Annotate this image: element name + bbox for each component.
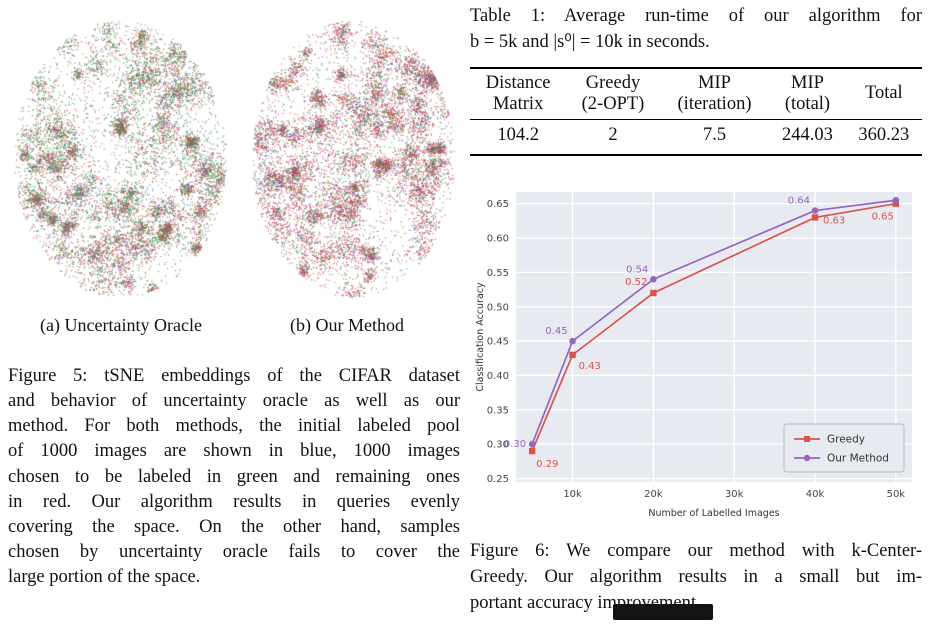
svg-text:0.35: 0.35 <box>487 406 509 417</box>
table-header-cell: MIP (iteration) <box>659 67 770 121</box>
caption-line: Table 1: Average run-time of our algorit… <box>470 6 922 26</box>
svg-text:0.60: 0.60 <box>487 234 509 245</box>
figure6-chart: 10k 20k 30k 40k 50k 0.25 0.30 0.35 0.40 0.45 0.50 0… <box>470 184 922 527</box>
table-header-cell: Total <box>845 67 922 121</box>
table-header-cell: Greedy (2-OPT) <box>566 67 660 121</box>
figure5-caption: Figure 5: tSNE embeddings of the CIFAR d… <box>8 364 460 590</box>
svg-text:0.45: 0.45 <box>545 327 567 338</box>
caption-line: method. For both methods, the initial la… <box>8 416 460 437</box>
svg-text:0.25: 0.25 <box>487 475 509 486</box>
subcaption-b: (b) Our Method <box>290 315 404 335</box>
svg-text:10k: 10k <box>563 489 582 500</box>
caption-line: of 1000 images are shown in blue, 1000 i… <box>8 441 460 462</box>
caption-line: Figure 6: We compare our method with k-C… <box>470 541 922 562</box>
table-header-cell: MIP (total) <box>769 67 846 121</box>
svg-text:50k: 50k <box>887 489 906 500</box>
table1-caption: Table 1: Average run-time of our algorit… <box>470 4 922 55</box>
left-column: (a) Uncertainty Oracle (b) Our Method Fi… <box>8 8 460 590</box>
svg-text:0.65: 0.65 <box>872 212 894 223</box>
svg-text:0.45: 0.45 <box>487 337 509 348</box>
caption-line: chosen to be labeled in green and remain… <box>8 466 460 487</box>
svg-text:0.65: 0.65 <box>487 200 509 211</box>
svg-text:0.29: 0.29 <box>536 460 558 471</box>
caption-line: Figure 5: tSNE embeddings of the CIFAR d… <box>8 366 460 386</box>
table-cell: 244.03 <box>769 119 846 157</box>
svg-text:40k: 40k <box>806 489 825 500</box>
caption-line: Greedy. Our algorithm results in a small… <box>470 566 922 587</box>
table-header-cell: Distance Matrix <box>470 67 567 121</box>
svg-text:Greedy: Greedy <box>827 434 865 446</box>
caption-line: large portion of the space. <box>8 567 201 588</box>
svg-text:0.63: 0.63 <box>823 216 845 227</box>
svg-text:Classification Accuracy: Classification Accuracy <box>475 282 486 392</box>
table-cell: 360.23 <box>845 119 922 157</box>
svg-text:0.54: 0.54 <box>626 265 648 276</box>
figure5-panels <box>8 8 460 303</box>
svg-text:Number of Labelled Images: Number of Labelled Images <box>648 508 779 519</box>
svg-text:30k: 30k <box>725 489 744 500</box>
svg-text:0.30: 0.30 <box>487 440 509 451</box>
svg-text:0.64: 0.64 <box>788 196 810 207</box>
svg-text:0.30: 0.30 <box>504 440 526 451</box>
right-column: Table 1: Average run-time of our algorit… <box>470 4 922 616</box>
figure5-subcaptions: (a) Uncertainty Oracle (b) Our Method <box>8 315 460 336</box>
svg-text:0.50: 0.50 <box>487 303 509 314</box>
tsne-plot-uncertainty-oracle <box>8 8 232 303</box>
table-cell: 7.5 <box>659 119 770 157</box>
svg-text:20k: 20k <box>644 489 663 500</box>
svg-text:0.55: 0.55 <box>487 268 509 279</box>
subcaption-a: (a) Uncertainty Oracle <box>40 315 202 335</box>
table-header-row: Distance Matrix Greedy (2-OPT) MIP (iter… <box>470 67 922 121</box>
svg-text:0.52: 0.52 <box>625 277 647 288</box>
table-cell: 2 <box>566 119 660 157</box>
table-cell: 104.2 <box>470 119 567 157</box>
caption-line: chosen by uncertainty oracle fails to co… <box>8 542 460 563</box>
black-artifact <box>613 604 713 620</box>
table-row: 104.2 2 7.5 244.03 360.23 <box>470 119 922 157</box>
svg-text:0.40: 0.40 <box>487 371 509 382</box>
table1: Distance Matrix Greedy (2-OPT) MIP (iter… <box>470 67 922 157</box>
caption-line: and behavior of uncertainty oracle as we… <box>8 391 460 412</box>
tsne-plot-our-method <box>246 8 460 303</box>
caption-line: covering the space. On the other hand, s… <box>8 516 460 537</box>
caption-line: in red. Our algorithm results in queries… <box>8 491 460 512</box>
svg-text:0.43: 0.43 <box>579 361 601 372</box>
caption-line: b = 5k and |s⁰| = 10k in seconds. <box>470 31 710 52</box>
svg-text:Our Method: Our Method <box>827 453 889 465</box>
